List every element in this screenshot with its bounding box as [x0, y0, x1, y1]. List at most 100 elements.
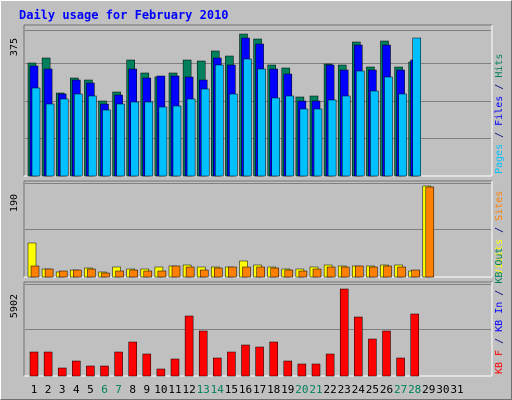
bar-pages-day-1: [31, 87, 41, 177]
bar-kb-f-day-13: [198, 330, 208, 377]
x-tick-label: 21: [309, 383, 322, 396]
x-tick-label: 12: [182, 383, 195, 396]
x-tick-label: 15: [225, 383, 238, 396]
bar-kb-f-day-10: [156, 368, 166, 377]
bar-pages-day-4: [74, 93, 83, 177]
bar-pages-day-12: [186, 98, 196, 177]
x-tick-label: 29: [422, 383, 435, 396]
bar-sites-day-29: [425, 186, 435, 278]
x-tick-label: 16: [239, 383, 252, 396]
bar-sites-day-5: [87, 268, 96, 278]
bar-pages-day-17: [257, 68, 266, 177]
x-tick-label: 17: [253, 383, 266, 396]
bar-sites-day-18: [270, 267, 279, 278]
bar-kb-f-day-24: [354, 316, 363, 377]
bar-sites-day-4: [73, 269, 82, 278]
x-tick-label: 4: [73, 383, 80, 396]
bar-sites-day-21: [312, 268, 322, 278]
bar-kb-f-day-12: [184, 315, 194, 377]
bar-pages-day-27: [398, 93, 407, 177]
series-label-part: /: [494, 126, 505, 144]
series-label-part: /: [494, 332, 505, 350]
bar-kb-f-day-19: [283, 360, 293, 377]
x-tick-label: 22: [323, 383, 336, 396]
bar-sites-day-25: [369, 266, 378, 278]
bar-sites-day-8: [129, 269, 138, 278]
series-label-part: Pages: [494, 144, 505, 174]
bar-kb-f-day-20: [297, 363, 307, 377]
x-tick-label: 23: [338, 383, 351, 396]
bar-sites-day-22: [326, 266, 336, 278]
bar-sites-day-17: [256, 266, 265, 278]
x-tick-label: 31: [450, 383, 463, 396]
bar-pages-day-23: [341, 95, 351, 177]
bar-sites-day-3: [58, 270, 68, 278]
series-label-part: Sites: [494, 191, 505, 221]
bar-kb-f-day-11: [170, 358, 180, 377]
series-label-part: KB F: [494, 350, 505, 374]
bar-kb-f-day-7: [114, 351, 123, 377]
panel-series-label: Visits / Sites: [494, 191, 505, 275]
bar-pages-day-19: [285, 95, 295, 177]
bar-pages-day-14: [215, 64, 224, 177]
bar-pages-day-22: [327, 99, 337, 177]
bar-kb-f-day-2: [43, 351, 53, 377]
series-label-part: /: [494, 221, 505, 239]
series-label-part: /: [494, 284, 505, 302]
panel-middle: 190 Visits / Sites: [9, 180, 505, 278]
x-tick-label: 20: [295, 383, 308, 396]
x-tick-label: 24: [352, 383, 366, 396]
panel-series-label: Pages / Files / Hits: [494, 54, 505, 174]
bar-pages-day-16: [243, 58, 252, 177]
bar-kb-f-day-22: [325, 353, 335, 377]
bar-kb-f-day-6: [100, 365, 109, 377]
panel-ymax-label: 375: [9, 38, 20, 56]
panel-series-label: KB F / KB In / KB Out: [494, 248, 505, 374]
bars-middle: [27, 185, 435, 278]
bars-bottom: [29, 288, 419, 377]
bar-sites-day-15: [228, 266, 237, 278]
x-tick-label: 9: [143, 383, 150, 396]
x-tick-label: 13: [197, 383, 210, 396]
bar-sites-day-6: [101, 272, 110, 278]
bar-sites-day-2: [44, 268, 54, 278]
bar-pages-day-5: [88, 95, 97, 177]
bar-pages-day-24: [356, 70, 365, 177]
panel-ymax-label: 190: [9, 194, 20, 212]
bar-kb-f-day-5: [86, 365, 95, 377]
x-tick-label: 11: [168, 383, 181, 396]
chart-title: Daily usage for February 2010: [19, 8, 229, 22]
bar-kb-f-day-27: [396, 357, 405, 377]
bar-sites-day-19: [284, 269, 294, 278]
bar-sites-day-26: [383, 265, 392, 278]
bar-sites-day-20: [298, 270, 308, 278]
bar-sites-day-14: [214, 267, 223, 278]
bar-pages-day-3: [59, 98, 69, 177]
bar-sites-day-9: [143, 270, 153, 278]
bar-sites-day-11: [171, 265, 181, 278]
bar-pages-day-8: [130, 101, 139, 177]
bar-pages-day-20: [299, 108, 309, 177]
x-tick-label: 6: [101, 383, 108, 396]
bar-kb-f-day-26: [382, 330, 391, 377]
bar-pages-day-6: [102, 109, 111, 177]
bar-pages-day-9: [144, 101, 154, 177]
panel-ymax-label: 5902: [9, 294, 20, 318]
bar-kb-f-day-18: [269, 341, 278, 377]
x-tick-label: 26: [380, 383, 393, 396]
x-tick-label: 19: [281, 383, 294, 396]
bar-sites-day-24: [355, 265, 364, 278]
bar-sites-day-23: [340, 266, 350, 278]
bar-pages-day-26: [384, 76, 393, 177]
x-tick-label: 7: [115, 383, 122, 396]
bar-kb-f-day-14: [213, 357, 222, 377]
series-label-part: /: [494, 78, 505, 96]
bar-pages-day-18: [271, 97, 280, 177]
x-tick-label: 30: [436, 383, 449, 396]
bar-sites-day-7: [115, 270, 124, 278]
series-label-part: KB Out: [494, 248, 505, 284]
bar-pages-day-28: [412, 37, 421, 177]
bar-kb-f-day-16: [241, 344, 250, 377]
bar-pages-day-15: [229, 93, 238, 177]
